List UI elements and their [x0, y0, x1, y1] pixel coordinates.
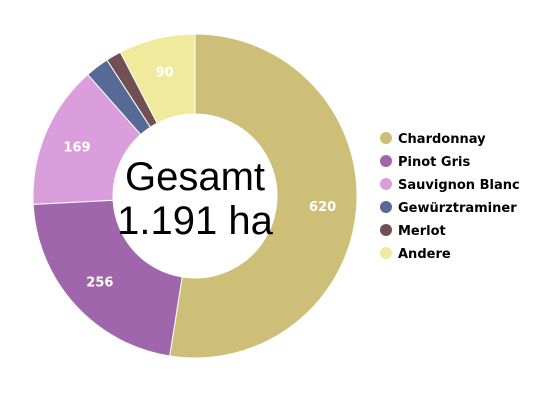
- slice-chardonnay: [169, 33, 358, 359]
- legend-label-pinot-gris: Pinot Gris: [398, 155, 470, 170]
- donut-slices: [32, 33, 358, 359]
- center-title: Gesamt: [125, 155, 265, 199]
- legend: Chardonnay Pinot Gris Sauvignon Blanc Gewür…: [380, 132, 520, 262]
- value-label-chardonnay: 620: [309, 200, 336, 215]
- value-label-andere: 90: [156, 66, 174, 81]
- legend-marker-pinot-gris: [380, 155, 392, 167]
- slice-andere: [119, 33, 196, 124]
- legend-label-chardonnay: Chardonnay: [398, 132, 486, 147]
- slice-value-labels: 620 256 169 90: [63, 66, 336, 291]
- legend-label-sauvignon-blanc: Sauvignon Blanc: [398, 178, 520, 193]
- value-label-sauvignon-blanc: 169: [63, 140, 90, 155]
- slice-pinot-gris: [32, 199, 183, 357]
- legend-marker-chardonnay: [380, 132, 392, 144]
- legend-marker-sauvignon-blanc: [380, 178, 392, 190]
- legend-label-merlot: Merlot: [398, 224, 446, 239]
- donut-center: Gesamt 1.191 ha: [117, 155, 273, 243]
- legend-marker-andere: [380, 247, 392, 259]
- value-label-pinot-gris: 256: [86, 276, 113, 291]
- legend-marker-gewuerztraminer: [380, 201, 392, 213]
- legend-label-andere: Andere: [398, 247, 451, 262]
- legend-marker-merlot: [380, 224, 392, 236]
- legend-label-gewuerztraminer: Gewürztraminer: [398, 201, 517, 216]
- center-total: 1.191 ha: [117, 199, 273, 243]
